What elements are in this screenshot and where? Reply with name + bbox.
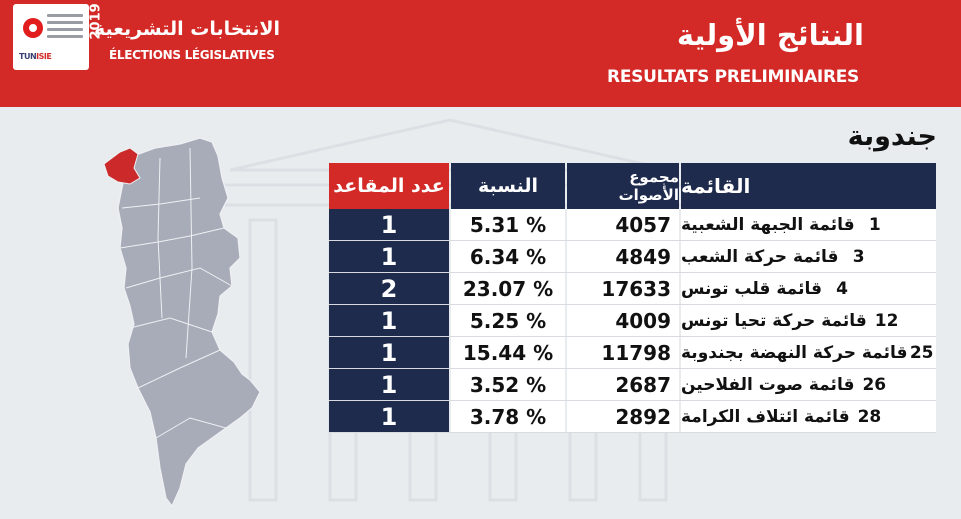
percent-cell: 15.44 % <box>451 337 565 368</box>
list-number: 1 <box>868 214 881 235</box>
list-number: 3 <box>852 246 865 267</box>
table-row: 1 3.78 % 2892 28 قائمة ائتلاف الكرامة <box>329 401 936 433</box>
votes-cell: 4849 <box>567 241 679 272</box>
list-cell: 1 قائمة الجبهة الشعبية <box>681 209 936 240</box>
percent-cell: 23.07 % <box>451 273 565 304</box>
list-cell: 28 قائمة ائتلاف الكرامة <box>681 401 936 432</box>
election-title-ar: الانتخابات التشريعية <box>93 18 280 40</box>
votes-cell: 17633 <box>567 273 679 304</box>
table-row: 2 23.07 % 17633 4 قائمة قلب تونس <box>329 273 936 305</box>
seats-cell: 1 <box>329 401 449 432</box>
seats-cell: 1 <box>329 337 449 368</box>
percent-cell: 6.34 % <box>451 241 565 272</box>
list-cell: 12 قائمة حركة تحيا تونس <box>681 305 936 336</box>
list-name: قائمة حركة تحيا تونس <box>681 310 867 331</box>
list-cell: 4 قائمة قلب تونس <box>681 273 936 304</box>
logo-wordmark: TUNISIE <box>19 52 52 61</box>
header-banner: TUNISIE الانتخابات التشريعية ÉLECTIONS L… <box>0 0 961 107</box>
header-list: القائمة <box>681 163 936 209</box>
percent-cell: 5.25 % <box>451 305 565 336</box>
list-name: قائمة ائتلاف الكرامة <box>681 406 850 427</box>
governorate-name: جندوبة <box>847 121 937 152</box>
votes-cell: 4057 <box>567 209 679 240</box>
percent-cell: 3.52 % <box>451 369 565 400</box>
votes-cell: 2892 <box>567 401 679 432</box>
list-name: قائمة صوت الفلاحين <box>681 374 855 395</box>
logo-arabic-lines <box>47 14 83 42</box>
list-number: 12 <box>874 310 899 331</box>
results-title-fr: RESULTATS PRELIMINAIRES <box>607 67 859 87</box>
jendouba-region <box>103 147 141 185</box>
list-name: قائمة الجبهة الشعبية <box>681 214 855 235</box>
table-row: 1 15.44 % 11798 25 قائمة حركة النهضة بجند… <box>329 337 936 369</box>
list-number: 28 <box>857 406 882 427</box>
seats-cell: 1 <box>329 209 449 240</box>
list-name: قائمة حركة الشعب <box>681 246 839 267</box>
header-votes: مجموع الأصوات <box>567 163 679 209</box>
tunisia-map <box>103 137 261 508</box>
list-cell: 3 قائمة حركة الشعب <box>681 241 936 272</box>
percent-cell: 5.31 % <box>451 209 565 240</box>
seats-cell: 1 <box>329 241 449 272</box>
list-number: 26 <box>862 374 887 395</box>
results-table: عدد المقاعد النسبة مجموع الأصوات القائمة… <box>329 163 936 433</box>
table-row: 1 3.52 % 2687 26 قائمة صوت الفلاحين <box>329 369 936 401</box>
table-row: 1 5.25 % 4009 12 قائمة حركة تحيا تونس <box>329 305 936 337</box>
votes-cell: 2687 <box>567 369 679 400</box>
header-seats: عدد المقاعد <box>329 163 449 209</box>
votes-cell: 11798 <box>567 337 679 368</box>
table-row: 1 5.31 % 4057 1 قائمة الجبهة الشعبية <box>329 209 936 241</box>
list-number: 25 <box>909 342 934 363</box>
tunisia-map-body <box>117 137 261 508</box>
seats-cell: 1 <box>329 305 449 336</box>
list-cell: 26 قائمة صوت الفلاحين <box>681 369 936 400</box>
seats-cell: 1 <box>329 369 449 400</box>
seats-cell: 2 <box>329 273 449 304</box>
list-cell: 25 قائمة حركة النهضة بجندوبة <box>681 337 936 368</box>
table-header-row: عدد المقاعد النسبة مجموع الأصوات القائمة <box>329 163 936 209</box>
list-name: قائمة حركة النهضة بجندوبة <box>681 342 908 363</box>
list-name: قائمة قلب تونس <box>681 278 822 299</box>
table-row: 1 6.34 % 4849 3 قائمة حركة الشعب <box>329 241 936 273</box>
isie-logo: TUNISIE <box>13 4 89 70</box>
results-title-ar: النتائج الأولية <box>676 18 864 52</box>
percent-cell: 3.78 % <box>451 401 565 432</box>
election-title-fr: ÉLECTIONS LÉGISLATIVES <box>109 48 275 62</box>
list-number: 4 <box>836 278 848 299</box>
header-percent: النسبة <box>451 163 565 209</box>
votes-cell: 4009 <box>567 305 679 336</box>
tunisia-flag-icon <box>23 18 43 38</box>
